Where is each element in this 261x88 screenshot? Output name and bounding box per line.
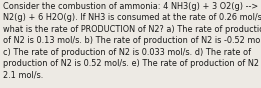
Text: Consider the combustion of ammonia: 4 NH3(g) + 3 O2(g) --> 2
N2(g) + 6 H2O(g). I: Consider the combustion of ammonia: 4 NH… <box>3 2 261 79</box>
